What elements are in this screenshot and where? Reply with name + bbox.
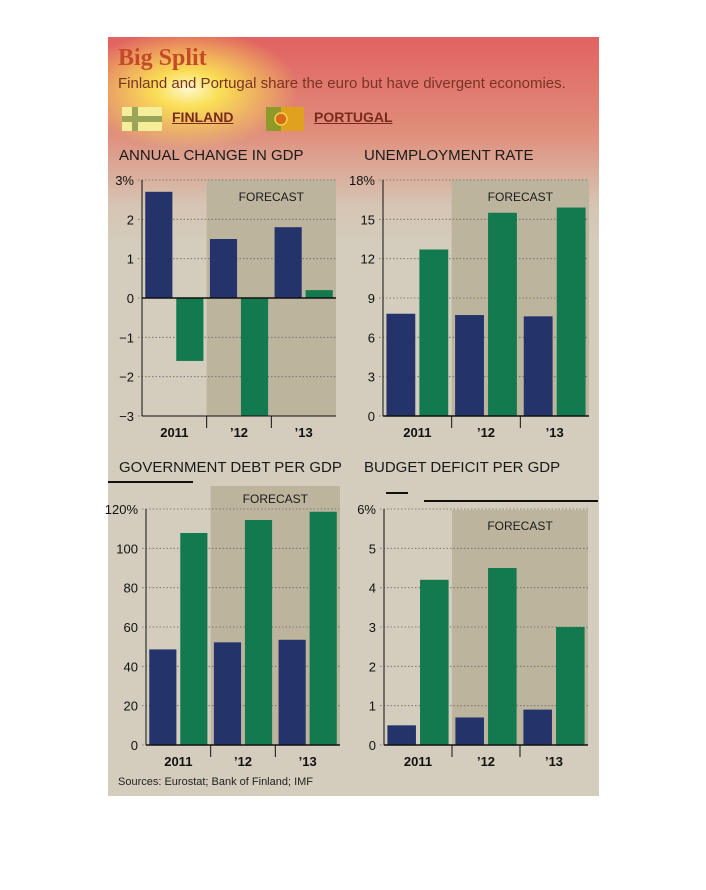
portugal-bar (176, 298, 204, 361)
y-tick-label: 0 (368, 409, 375, 424)
y-tick-label: −1 (119, 330, 134, 345)
y-tick-label: 120% (105, 502, 139, 517)
x-tick-label: 2011 (404, 754, 432, 769)
finland-bar (213, 642, 242, 745)
portugal-bar (180, 532, 208, 745)
chart-title: BUDGET DEFICIT PER GDP (364, 459, 560, 476)
y-tick-label: 1 (127, 252, 134, 267)
finland-bar (523, 709, 552, 745)
y-tick-label: 3 (368, 370, 375, 385)
x-tick-label: ’13 (299, 754, 317, 769)
portugal-bar (488, 212, 517, 416)
y-tick-label: 5 (369, 541, 376, 556)
chart-title: ANNUAL CHANGE IN GDP (119, 147, 303, 164)
y-tick-label: 2 (369, 659, 376, 674)
chart-title: UNEMPLOYMENT RATE (364, 147, 533, 164)
x-tick-label: 2011 (403, 425, 431, 440)
y-tick-label: 15 (361, 212, 375, 227)
y-tick-label: 20 (124, 699, 138, 714)
x-tick-label: ’12 (477, 754, 495, 769)
page-title: Big Split (118, 45, 207, 71)
portugal-flag-icon (266, 107, 304, 131)
y-tick-label: −2 (119, 370, 134, 385)
finland-bar (278, 639, 306, 745)
x-tick-label: ’13 (295, 425, 313, 440)
section-divider (424, 500, 598, 502)
x-tick-label: ’13 (546, 425, 564, 440)
finland-bar (209, 239, 238, 298)
y-tick-label: 0 (131, 738, 138, 753)
y-tick-label: 80 (124, 581, 138, 596)
y-tick-label: 12 (361, 252, 375, 267)
portugal-bar (244, 520, 273, 745)
finland-bar (387, 725, 416, 745)
finland-bar (386, 313, 416, 416)
x-tick-label: ’12 (234, 754, 252, 769)
sources-note: Sources: Eurostat; Bank of Finland; IMF (118, 776, 314, 788)
portugal-bar (419, 249, 449, 416)
x-tick-label: 2011 (160, 425, 188, 440)
y-tick-label: 9 (368, 291, 375, 306)
y-tick-label: 1 (369, 699, 376, 714)
y-tick-label: 60 (124, 620, 138, 635)
section-divider (108, 481, 193, 483)
portugal-bar (305, 290, 333, 298)
section-divider (386, 492, 408, 494)
x-tick-label: ’13 (545, 754, 563, 769)
y-tick-label: 0 (369, 738, 376, 753)
finland-bar (274, 227, 302, 298)
finland-bar (523, 316, 553, 416)
y-tick-label: 18% (349, 173, 375, 188)
forecast-label: FORECAST (243, 492, 309, 506)
forecast-label: FORECAST (239, 190, 305, 204)
x-tick-label: ’12 (477, 425, 495, 440)
x-tick-label: ’12 (230, 425, 248, 440)
portugal-bar (240, 298, 269, 416)
x-tick-label: 2011 (164, 754, 192, 769)
portugal-bar (420, 579, 449, 745)
y-tick-label: 6 (368, 330, 375, 345)
legend-finland-label: FINLAND (172, 109, 234, 125)
finland-bar (455, 315, 484, 416)
y-tick-label: 4 (369, 581, 376, 596)
y-tick-label: 40 (124, 659, 138, 674)
y-tick-label: 0 (127, 291, 134, 306)
portugal-bar (309, 511, 337, 745)
legend-portugal-label: PORTUGAL (314, 109, 393, 125)
finland-bar (149, 649, 177, 745)
portugal-bar (556, 627, 585, 745)
y-tick-label: −3 (119, 409, 134, 424)
finland-bar (145, 191, 173, 298)
portugal-bar (488, 568, 517, 745)
y-tick-label: 6% (357, 502, 376, 517)
portugal-bar (556, 207, 586, 416)
y-tick-label: 2 (127, 212, 134, 227)
y-tick-label: 100 (116, 541, 138, 556)
forecast-label: FORECAST (488, 190, 554, 204)
finland-flag-icon (122, 107, 162, 131)
forecast-label: FORECAST (487, 519, 553, 533)
finland-bar (455, 717, 484, 745)
page-subtitle: Finland and Portugal share the euro but … (118, 75, 566, 92)
y-tick-label: 3% (115, 173, 134, 188)
chart-title: GOVERNMENT DEBT PER GDP (119, 459, 342, 476)
y-tick-label: 3 (369, 620, 376, 635)
